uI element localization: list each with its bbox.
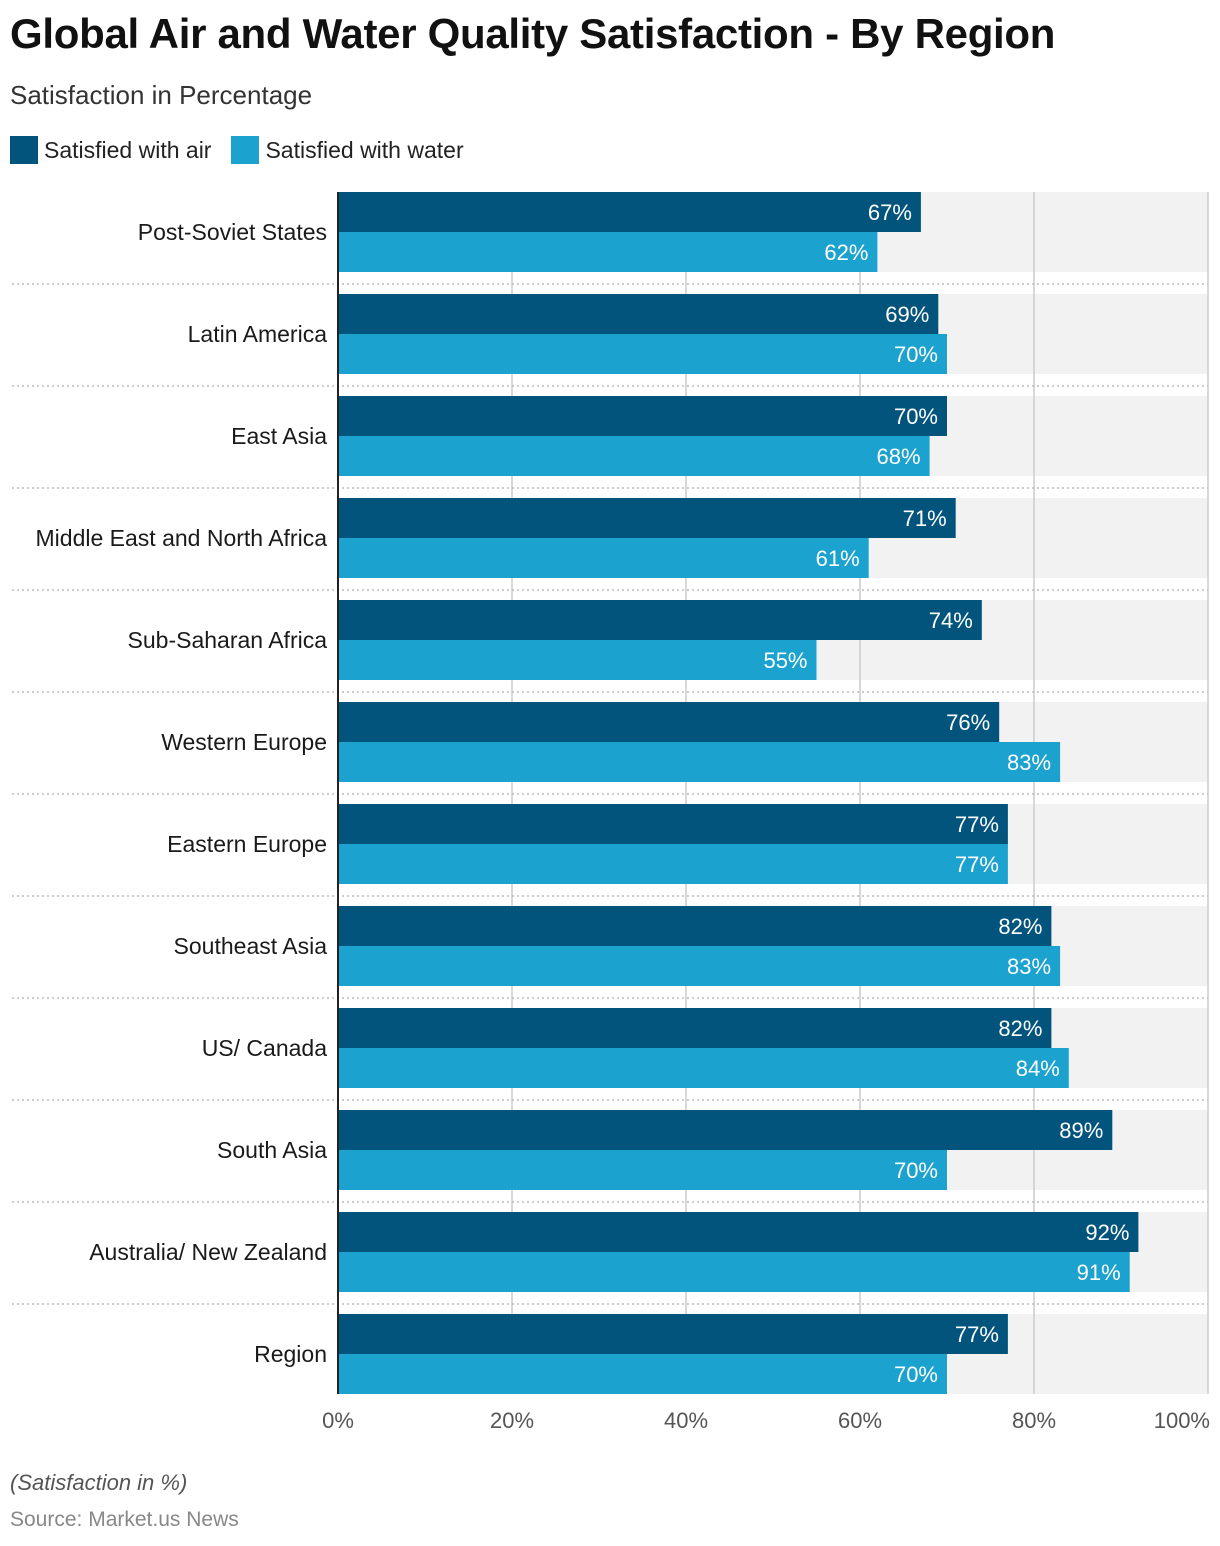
bar-water [338,1150,947,1190]
bar-water [338,1048,1069,1088]
bar-water [338,436,930,476]
x-tick-label: 100% [1154,1408,1210,1433]
value-label-air: 77% [955,1322,999,1347]
category-label: Western Europe [161,729,327,755]
legend: Satisfied with air Satisfied with water [10,136,484,164]
category-label: Sub-Saharan Africa [128,627,328,653]
chart-note: (Satisfaction in %) [10,1470,188,1495]
category-label: Post-Soviet States [138,219,327,245]
chart-source: Source: Market.us News [10,1508,239,1531]
bar-air [338,600,982,640]
value-label-air: 67% [868,200,912,225]
x-tick-label: 80% [1012,1408,1056,1433]
category-label: Australia/ New Zealand [89,1239,327,1265]
value-label-water: 55% [763,648,807,673]
value-label-air: 76% [946,710,990,735]
bar-air [338,1008,1052,1048]
value-label-water: 68% [877,444,921,469]
bar-water [338,232,878,272]
bar-water [338,1252,1130,1292]
value-label-water: 70% [894,342,938,367]
category-label: Southeast Asia [174,933,328,959]
value-label-air: 92% [1085,1220,1129,1245]
legend-label-air: Satisfied with air [44,136,212,163]
value-label-water: 83% [1007,750,1051,775]
category-label: Latin America [188,321,328,347]
value-label-water: 70% [894,1158,938,1183]
value-label-air: 74% [929,608,973,633]
value-label-water: 77% [955,852,999,877]
value-label-air: 82% [998,1016,1042,1041]
bar-air [338,702,1000,742]
legend-label-water: Satisfied with water [265,136,464,163]
bar-air [338,1110,1113,1150]
bar-air [338,1314,1008,1354]
value-label-water: 70% [894,1362,938,1387]
value-label-water: 83% [1007,954,1051,979]
bar-air [338,396,947,436]
value-label-water: 62% [824,240,868,265]
bar-air [338,498,956,538]
bar-water [338,640,817,680]
category-label: US/ Canada [202,1035,328,1061]
bar-water [338,1354,947,1394]
chart-subtitle: Satisfaction in Percentage [10,80,313,110]
category-label: East Asia [231,423,327,449]
bar-air [338,294,939,334]
category-label: South Asia [217,1137,327,1163]
legend-item-air: Satisfied with air [10,136,211,164]
x-tick-label: 0% [322,1408,354,1433]
x-tick-label: 20% [490,1408,534,1433]
value-label-water: 91% [1077,1260,1121,1285]
bar-water [338,946,1061,986]
value-label-air: 89% [1059,1118,1103,1143]
bar-water [338,742,1061,782]
bar-water [338,334,947,374]
category-label: Eastern Europe [167,831,327,857]
bar-air [338,192,921,232]
value-label-air: 77% [955,812,999,837]
legend-item-water: Satisfied with water [231,136,464,164]
value-label-water: 61% [816,546,860,571]
x-tick-label: 60% [838,1408,882,1433]
legend-swatch-water [231,136,260,164]
category-label: Middle East and North Africa [36,525,328,551]
chart-title: Global Air and Water Quality Satisfactio… [10,10,1056,57]
bar-air [338,906,1052,946]
value-label-air: 71% [903,506,947,531]
bar-air [338,804,1008,844]
bar-air [338,1212,1139,1252]
legend-swatch-air [10,136,38,164]
value-label-air: 69% [885,302,929,327]
bar-water [338,844,1008,884]
value-label-water: 84% [1016,1056,1060,1081]
x-tick-label: 40% [664,1408,708,1433]
value-label-air: 82% [998,914,1042,939]
category-label: Region [254,1341,327,1367]
value-label-air: 70% [894,404,938,429]
bar-water [338,538,869,578]
